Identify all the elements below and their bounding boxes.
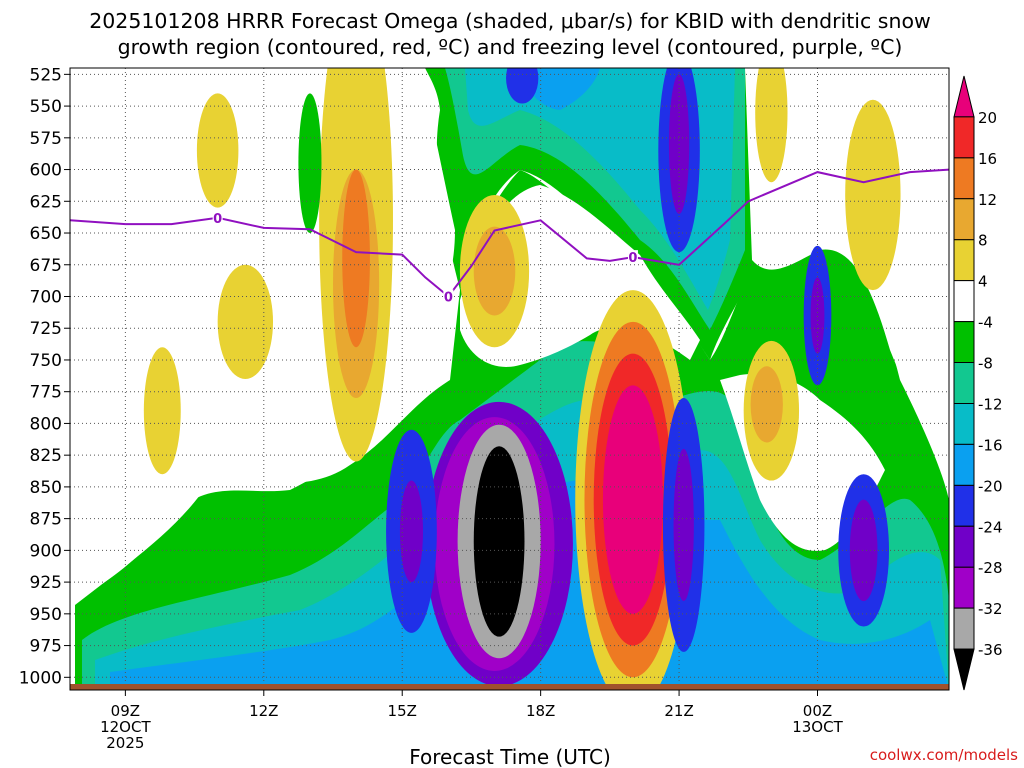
grid-lines (70, 68, 949, 690)
colorbar-label: 20 (978, 109, 997, 127)
freezing-level-label: 0 (444, 290, 453, 305)
colorbar-label: 16 (978, 150, 997, 168)
omega-blob (845, 99, 901, 291)
x-tick-label: 12OCT (100, 718, 151, 736)
omega-blob (750, 366, 783, 443)
omega-blob (673, 448, 694, 602)
freezing-level-label: 0 (213, 212, 222, 227)
colorbar-swatch (953, 443, 975, 486)
colorbar-label: -4 (978, 314, 993, 332)
freezing-label-bg (627, 250, 638, 264)
colorbar-label: -12 (978, 395, 1003, 413)
colorbar-swatch (953, 566, 975, 609)
colorbar-label: -28 (978, 559, 1003, 577)
colorbar-swatch (953, 362, 975, 404)
y-tick-label: 975 (30, 637, 62, 657)
colorbar-swatch (953, 402, 975, 445)
colorbar-swatch (953, 321, 975, 364)
y-tick-label: 625 (30, 192, 62, 212)
freezing-level-line (70, 168, 949, 298)
omega-blob (602, 385, 663, 614)
omega-blob (473, 446, 525, 637)
omega-blob (399, 480, 423, 583)
colorbar-swatch (953, 116, 975, 159)
omega-blob-layer (143, 68, 901, 690)
chart-title-line-2: growth region (contoured, red, ºC) and f… (118, 35, 903, 59)
omega-blob (755, 68, 788, 183)
colorbar-swatch (953, 484, 975, 527)
colorbar-label: 4 (978, 273, 988, 291)
omega-blob (298, 93, 322, 234)
y-tick-label: 850 (30, 478, 62, 498)
omega-blob (506, 68, 539, 104)
freezing-level-label: 0 (628, 251, 637, 266)
x-tick-label: 2025 (106, 734, 144, 752)
y-tick-label: 575 (30, 129, 62, 149)
pressure-axis: 525 550 575 600 625 650 675 700 725 750 775 800 825 8… (19, 65, 70, 688)
colorbar-swatch (953, 157, 975, 200)
colorbar-label: 8 (978, 232, 988, 250)
colorbar-label: -20 (978, 477, 1003, 495)
x-tick-label: 21Z (664, 702, 693, 720)
y-tick-label: 950 (30, 605, 62, 625)
y-tick-label: 525 (30, 65, 62, 85)
omega-blob (196, 93, 239, 208)
colorbar-label: -36 (978, 641, 1003, 659)
colorbar-swatch (953, 648, 975, 691)
freezing-label-bg (212, 210, 223, 224)
colorbar-swatch (953, 75, 975, 118)
omega-blob (473, 226, 516, 316)
y-tick-label: 725 (30, 319, 62, 339)
plot-area: 0 0 0 (70, 68, 949, 690)
x-tick-label: 15Z (388, 702, 417, 720)
colorbar-label: -24 (978, 518, 1003, 536)
y-tick-label: 750 (30, 351, 62, 371)
colorbar-swatch (953, 607, 975, 650)
x-tick-label: 00Z (803, 702, 832, 720)
y-tick-label: 800 (30, 414, 62, 434)
x-tick-label: 18Z (526, 702, 555, 720)
y-tick-label: 775 (30, 383, 62, 403)
y-tick-label: 600 (30, 161, 62, 181)
x-tick-label: 12Z (249, 702, 278, 720)
colorbar-swatch (953, 198, 975, 241)
y-tick-label: 650 (30, 224, 62, 244)
omega-blob (143, 347, 181, 475)
x-tick-label: 09Z (111, 702, 140, 720)
freezing-level-labels: 0 0 0 (212, 210, 638, 305)
y-tick-label: 900 (30, 541, 62, 561)
ground-strip (70, 684, 949, 690)
colorbar-label: -32 (978, 600, 1003, 618)
x-axis-label: Forecast Time (UTC) (409, 745, 611, 768)
y-tick-label: 875 (30, 510, 62, 530)
colorbar-label: -8 (978, 355, 993, 373)
colorbar-swatch (953, 239, 975, 282)
y-tick-label: 675 (30, 256, 62, 276)
chart-title-line-1: 2025101208 HRRR Forecast Omega (shaded, … (89, 9, 931, 33)
colorbar-label: -16 (978, 436, 1003, 454)
y-tick-label: 825 (30, 446, 62, 466)
x-tick-label: 13OCT (792, 718, 843, 736)
omega-blob (342, 169, 370, 348)
plot-frame (69, 67, 950, 691)
colorbar-label: 12 (978, 191, 997, 209)
y-tick-label: 700 (30, 287, 62, 307)
omega-blob (849, 499, 878, 602)
y-tick-label: 925 (30, 573, 62, 593)
colorbar-swatch (953, 280, 975, 323)
omega-blob (217, 264, 274, 380)
site-credit: coolwx.com/models (870, 746, 1018, 764)
omega-colorbar: 20 16 12 8 4 -4 -8 -12 -16 -20 -24 -28 -32 -36 (953, 75, 1003, 691)
y-tick-label: 550 (30, 97, 62, 117)
y-tick-label: 1000 (19, 668, 62, 688)
freezing-label-bg (443, 289, 454, 303)
omega-fill-blue-top (520, 68, 600, 110)
colorbar-swatch (953, 525, 975, 568)
